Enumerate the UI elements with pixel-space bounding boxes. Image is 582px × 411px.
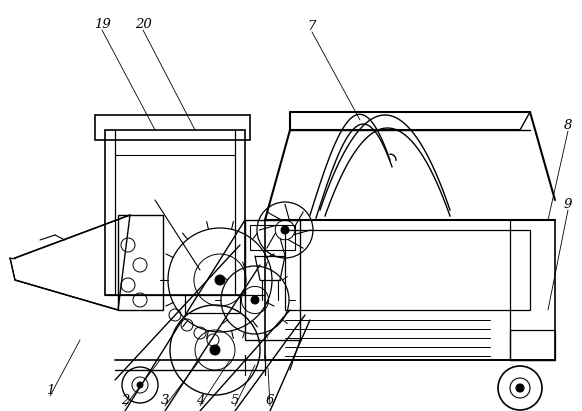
- Bar: [265, 220, 555, 360]
- Circle shape: [215, 275, 225, 285]
- Bar: [510, 330, 555, 360]
- Bar: [105, 130, 245, 295]
- Text: 3: 3: [161, 393, 169, 406]
- Text: 7: 7: [308, 19, 316, 32]
- Text: 6: 6: [266, 393, 274, 406]
- Circle shape: [210, 345, 220, 355]
- Bar: [245, 220, 300, 340]
- Circle shape: [516, 384, 524, 392]
- Text: 20: 20: [134, 18, 151, 30]
- Text: 9: 9: [564, 198, 572, 210]
- Text: 8: 8: [564, 118, 572, 132]
- Bar: [118, 215, 163, 310]
- Text: 5: 5: [231, 393, 239, 406]
- Text: 4: 4: [196, 393, 204, 406]
- Bar: [185, 295, 240, 313]
- Text: 19: 19: [94, 18, 111, 30]
- Circle shape: [281, 226, 289, 234]
- Bar: [95, 115, 250, 140]
- Text: 2: 2: [121, 393, 129, 406]
- Bar: [250, 225, 295, 250]
- Bar: [285, 230, 530, 310]
- Circle shape: [137, 382, 143, 388]
- Text: 1: 1: [46, 383, 54, 397]
- Circle shape: [251, 296, 259, 304]
